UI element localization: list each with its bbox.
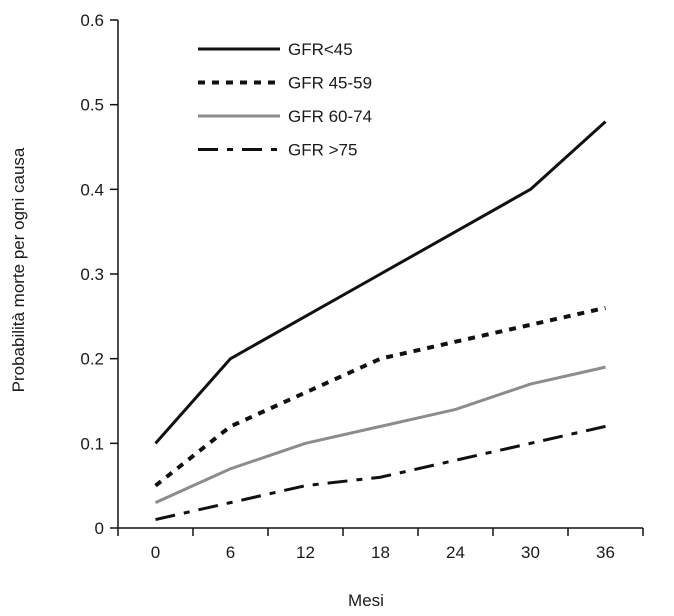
series-line-3 bbox=[154, 365, 606, 504]
legend-label: GFR<45 bbox=[288, 40, 353, 59]
legend-label: GFR 45-59 bbox=[288, 74, 372, 93]
legend-label: GFR 60-74 bbox=[288, 107, 372, 126]
series-line-4 bbox=[155, 424, 606, 521]
y-tick-label: 0.5 bbox=[80, 96, 104, 115]
x-tick-label: 6 bbox=[226, 543, 235, 562]
series-line-2 bbox=[154, 305, 606, 488]
y-tick-label: 0.2 bbox=[80, 350, 104, 369]
x-ticks: 0 6 12 18 24 30 36 bbox=[117, 528, 644, 562]
x-tick-label: 30 bbox=[521, 543, 540, 562]
series-lines bbox=[154, 120, 607, 521]
y-tick-label: 0.4 bbox=[80, 180, 104, 199]
x-tick-label: 0 bbox=[151, 543, 160, 562]
legend-label: GFR >75 bbox=[288, 141, 357, 160]
x-tick-label: 18 bbox=[371, 543, 390, 562]
series-line-1 bbox=[154, 120, 607, 445]
y-tick-label: 0.6 bbox=[80, 11, 104, 30]
legend: GFR<45 GFR 45-59 GFR 60-74 GFR >75 bbox=[198, 40, 372, 160]
y-tick-label: 0 bbox=[95, 519, 104, 538]
x-tick-label: 12 bbox=[296, 543, 315, 562]
y-tick-label: 0.3 bbox=[80, 265, 104, 284]
y-tick-label: 0.1 bbox=[80, 434, 104, 453]
x-axis-title: Mesi bbox=[348, 591, 384, 610]
x-tick-label: 24 bbox=[446, 543, 465, 562]
y-axis-title: Probabilità morte per ogni causa bbox=[9, 147, 28, 392]
x-tick-label: 36 bbox=[596, 543, 615, 562]
y-ticks: 0 0.1 0.2 0.3 0.4 0.5 0.6 bbox=[80, 11, 118, 538]
